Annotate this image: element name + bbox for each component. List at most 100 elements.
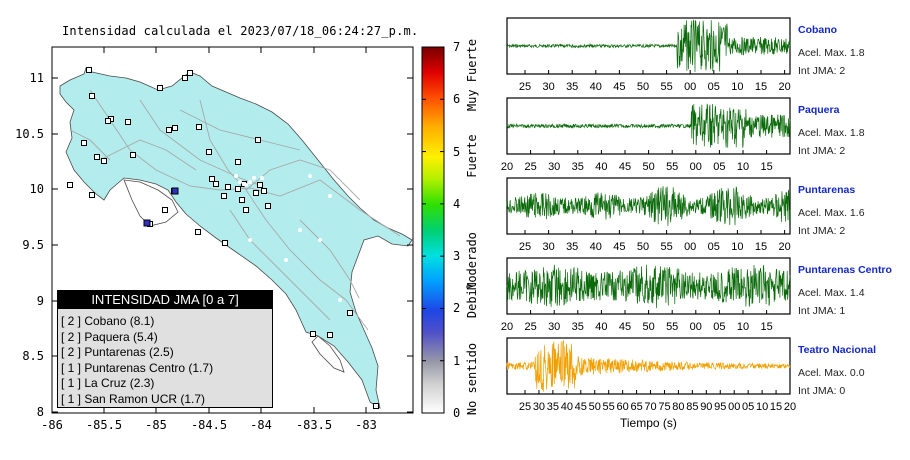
seismogram-tick-label: 55 (666, 321, 679, 333)
colorbar-category-label: Debil (465, 281, 479, 319)
seismogram-tick-label: 00 (684, 241, 697, 253)
station-marker (221, 193, 227, 199)
colorbar-tick-label: 4 (453, 196, 461, 211)
seismogram-tick-label: 10 (736, 161, 750, 173)
seismogram-trace (506, 264, 791, 309)
seismogram-tick-label: 05 (707, 241, 720, 253)
seismogram-tick-label: 05 (742, 401, 755, 413)
town-dot (234, 174, 238, 178)
seismogram-tick-label: 85 (686, 401, 699, 413)
station-marker (130, 152, 136, 158)
town-dot (238, 180, 242, 184)
town-dot (328, 194, 332, 198)
seismogram-tick-label: 55 (660, 81, 673, 93)
station-marker (187, 70, 193, 76)
seismogram-tick-label: 95 (714, 401, 727, 413)
colorbar-tick-label: 6 (453, 92, 461, 107)
seismogram-tick-label: 50 (636, 241, 650, 253)
legend-item: [ 2 ] Cobano (8.1) (61, 314, 155, 328)
map-y-tick-label: 10.5 (15, 127, 44, 141)
map-x-tick-label: -85 (145, 418, 167, 432)
time-axis-label: Tiempo (s) (620, 416, 677, 430)
station-marker (89, 192, 95, 198)
station-marker (265, 203, 271, 209)
colorbar-tick-label: 1 (453, 353, 461, 368)
town-dot (370, 336, 374, 340)
seismogram-tick-label: 45 (613, 81, 626, 93)
map-title: Intensidad calculada el 2023/07/18_06:24… (62, 24, 419, 38)
town-dot (298, 228, 302, 232)
seismogram-tick-label: 00 (689, 161, 702, 173)
colorbar-category-label: Muy Fuerte (465, 38, 479, 112)
seismogram-tick-label: 15 (760, 321, 773, 333)
town-dot (318, 238, 322, 242)
seismogram-tick-label: 50 (642, 161, 655, 173)
legend-item: [ 2 ] Puntarenas (2.5) (61, 345, 174, 359)
map-y-tick-label: 10 (29, 182, 44, 196)
seismogram-tick-label: 50 (588, 401, 601, 413)
seismogram-tick-label: 65 (630, 401, 643, 413)
station-marker (209, 176, 215, 182)
seismogram-tick-label: 30 (548, 321, 561, 333)
station-marker (253, 190, 259, 196)
station-marker (67, 182, 73, 188)
seismogram-trace (506, 19, 791, 72)
station-marker (101, 158, 107, 164)
seismogram-tick-label: 05 (707, 81, 720, 93)
seismogram-tick-label: 70 (644, 401, 657, 413)
map-y-tick-label: 8.5 (22, 349, 44, 363)
station-marker (310, 331, 316, 337)
seismogram-tick-label: 30 (542, 241, 555, 253)
station-marker (162, 207, 168, 213)
seismogram-tick-label: 20 (500, 161, 514, 173)
station-max-accel: Acel. Max. 1.6 (798, 207, 865, 219)
seismogram-tick-label: 55 (660, 241, 673, 253)
station-marker (243, 207, 249, 213)
seismogram-trace (506, 186, 791, 226)
costa-rica-landmass (59, 67, 413, 409)
station-marker (213, 181, 219, 187)
map-y-tick-label: 9 (36, 294, 44, 308)
map-x-tick-label: -83 (355, 418, 377, 432)
station-marker (327, 332, 333, 338)
station-marker (235, 159, 241, 165)
seismogram-trace (506, 340, 791, 392)
station-marker (94, 154, 100, 160)
seismogram-tick-label: 50 (636, 81, 650, 93)
station-marker (257, 182, 263, 188)
map-x-tick-label: -84.5 (190, 418, 228, 432)
seismogram-tick-label: 75 (658, 401, 671, 413)
seismogram-tick-label: 60 (616, 401, 629, 413)
seismogram-tick-label: 30 (548, 161, 561, 173)
seismogram-tick-label: 35 (571, 161, 584, 173)
seismogram-tick-label: 25 (524, 321, 537, 333)
map-x-tick-label: -84 (250, 418, 272, 432)
seismogram-tick-label: 45 (613, 241, 626, 253)
station-marker (86, 67, 92, 73)
seismogram-tick-label: 10 (731, 81, 744, 93)
seismogram-tick-label: 00 (728, 401, 741, 413)
town-dot (260, 176, 264, 180)
seismogram-tick-label: 10 (736, 321, 750, 333)
seismogram-tick-label: 10 (731, 241, 744, 253)
station-marker (239, 197, 245, 203)
seismogram-tick-label: 40 (595, 321, 608, 333)
seismogram-tick-label: 35 (566, 241, 579, 253)
map-x-tick-label: -86 (41, 418, 63, 432)
map-x-tick-label: -85.5 (85, 418, 123, 432)
seismogram-tick-label: 55 (602, 401, 615, 413)
seismogram-tick-label: 35 (571, 321, 584, 333)
station-name: Cobano (798, 24, 838, 36)
seismogram-tick-label: 25 (524, 161, 537, 173)
seismogram-tick-label: 90 (700, 401, 713, 413)
town-dot (284, 258, 288, 262)
gulf-of-nicoya (123, 179, 179, 227)
town-dot (248, 180, 252, 184)
seismogram-tick-label: 40 (595, 161, 608, 173)
colorbar-tick-label: 2 (453, 301, 461, 316)
seismogram-tick-label: 15 (754, 241, 768, 253)
station-marker (195, 229, 201, 235)
station-marker (255, 137, 261, 143)
seismogram-tick-label: 20 (783, 401, 797, 413)
seismogram-tick-label: 00 (689, 321, 702, 333)
